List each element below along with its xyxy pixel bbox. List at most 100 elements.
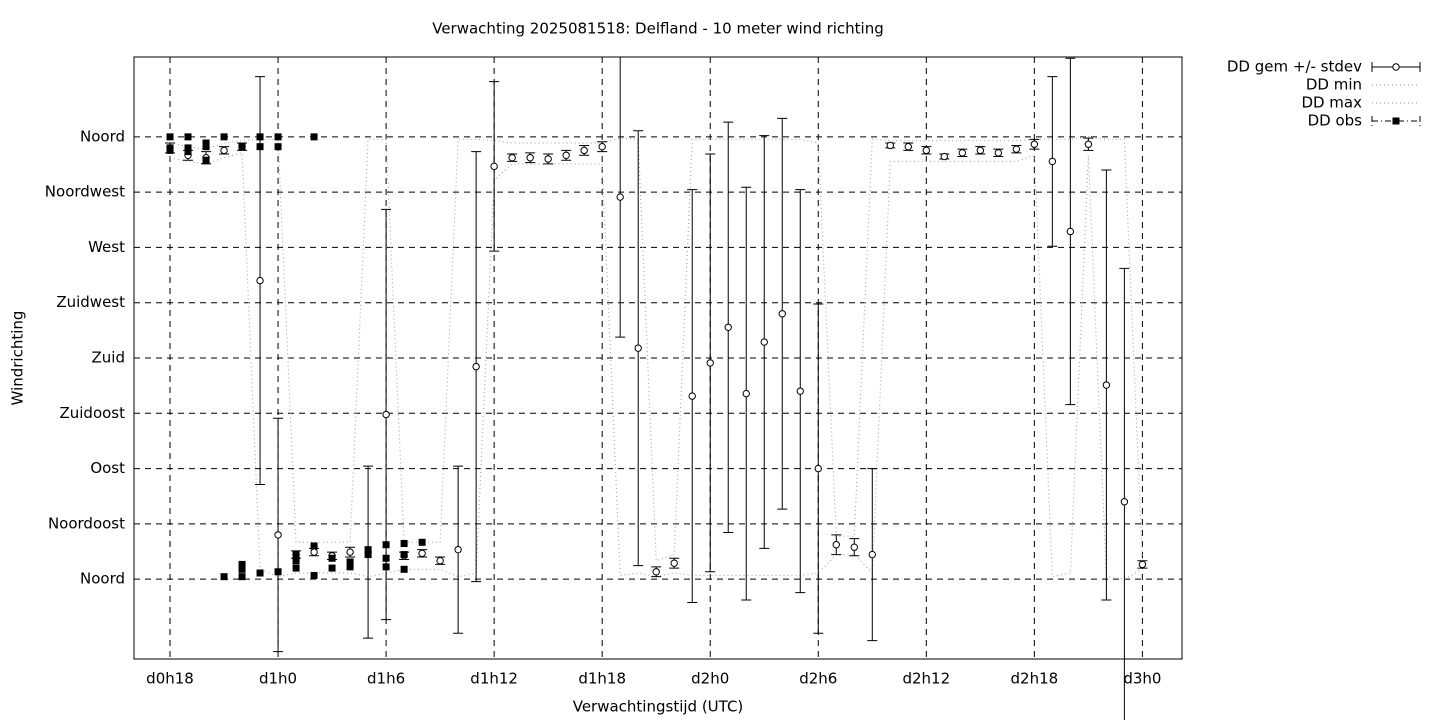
obs-point (202, 139, 210, 147)
obs-point (346, 558, 354, 566)
mean-point (526, 154, 534, 162)
legend-label: DD obs (1308, 112, 1363, 130)
x-tick-label: d1h18 (578, 670, 626, 688)
mean-point (436, 557, 444, 565)
y-tick-label: Noordwest (45, 183, 125, 201)
mean-point (274, 531, 282, 539)
x-tick-label: d1h0 (259, 670, 297, 688)
mean-point (1138, 560, 1147, 569)
obs-point (220, 133, 228, 141)
mean-point (418, 549, 426, 558)
legend-sample (1392, 63, 1400, 71)
mean-point (796, 387, 804, 395)
mean-point (1048, 157, 1057, 166)
mean-point (562, 151, 570, 159)
mean-point (580, 146, 588, 155)
obs-point (328, 564, 336, 572)
obs-point (184, 144, 192, 152)
mean-point (904, 142, 912, 151)
mean-point (256, 276, 264, 285)
obs-point (202, 156, 210, 164)
mean-point (670, 559, 678, 567)
mean-point (940, 152, 949, 161)
x-axis-label: Verwachtingstijd (UTC) (573, 698, 744, 716)
x-tick-label: d2h6 (799, 670, 837, 688)
mean-point (688, 392, 696, 400)
error-bar (1119, 267, 1130, 720)
mean-point (1012, 145, 1021, 153)
obs-point (310, 542, 318, 550)
obs-point (238, 143, 246, 151)
obs-point (166, 146, 174, 154)
mean-point (706, 359, 714, 367)
mean-point (1102, 381, 1111, 389)
obs-point (256, 143, 264, 151)
y-tick-label: Oost (90, 459, 125, 477)
obs-point (256, 569, 264, 577)
mean-point (310, 548, 318, 556)
mean-point (220, 146, 228, 155)
y-tick-label: Zuidoost (59, 404, 125, 422)
mean-point (652, 568, 660, 576)
mean-point (958, 149, 967, 157)
x-tick-label: d3h0 (1123, 670, 1161, 688)
mean-point (760, 338, 768, 346)
y-tick-label: Noord (80, 127, 125, 145)
mean-point (616, 193, 624, 201)
obs-point (382, 541, 390, 549)
x-tick-label: d2h0 (691, 670, 729, 688)
obs-point (238, 573, 246, 581)
mean-point (868, 550, 876, 559)
mean-point (544, 155, 552, 163)
mean-point (922, 146, 931, 155)
obs-point (292, 557, 300, 565)
mean-point (1120, 498, 1129, 506)
mean-point (508, 154, 516, 162)
mean-point (472, 362, 480, 371)
mean-point (850, 543, 858, 551)
mean-point (1066, 227, 1075, 236)
mean-point (1030, 140, 1039, 148)
obs-point (274, 133, 282, 141)
obs-point (364, 546, 372, 554)
obs-point (400, 540, 408, 548)
mean-point (886, 141, 894, 150)
obs-point (346, 563, 354, 571)
mean-point (742, 389, 750, 398)
mean-point (454, 545, 462, 554)
chart-title: Verwachting 2025081518: Delfland - 10 me… (432, 20, 884, 38)
obs-point (238, 560, 246, 568)
x-tick-label: d1h6 (367, 670, 405, 688)
obs-point (166, 133, 174, 141)
obs-point (220, 573, 228, 581)
obs-point (310, 133, 318, 141)
y-axis-label: Windrichting (9, 311, 27, 406)
obs-point (184, 133, 192, 141)
obs-point (274, 568, 282, 576)
y-tick-label: Noordoost (48, 514, 125, 532)
obs-point (310, 571, 318, 579)
mean-point (976, 146, 985, 155)
obs-point (184, 148, 192, 156)
obs-point (400, 551, 408, 559)
x-tick-label: d2h18 (1011, 670, 1059, 688)
y-tick-label: West (88, 238, 125, 256)
obs-point (418, 538, 426, 546)
y-tick-label: Noord (80, 570, 125, 588)
mean-point (724, 323, 732, 331)
range-line (169, 152, 1143, 580)
y-tick-label: Zuid (92, 349, 125, 367)
legend-sample (1371, 116, 1421, 126)
obs-point (292, 564, 300, 572)
mean-point (598, 142, 606, 151)
mean-point (1084, 140, 1093, 148)
mean-point (814, 464, 822, 473)
range-line (169, 136, 1143, 562)
obs-point (238, 565, 246, 573)
obs-point (400, 565, 408, 573)
mean-point (832, 541, 840, 549)
x-tick-label: d0h18 (146, 670, 194, 688)
obs-point (364, 551, 372, 559)
